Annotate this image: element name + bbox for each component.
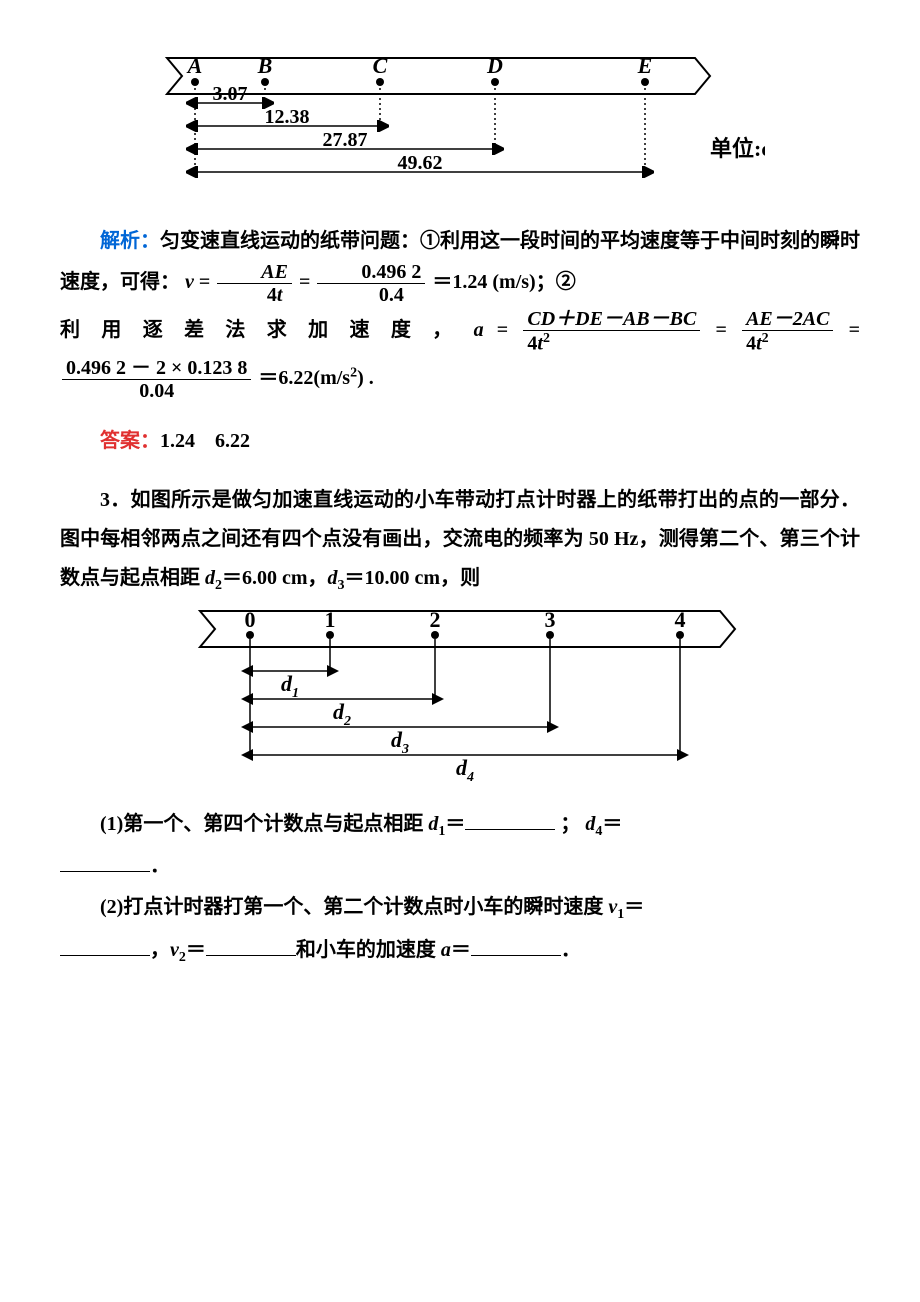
dim-AC: 12.38 [265, 106, 310, 128]
pt-D-label: D [486, 53, 503, 78]
pt-0-label: 0 [245, 607, 256, 632]
pt-E-label: E [637, 53, 653, 78]
dim-AE: 49.62 [398, 152, 443, 174]
analysis-prefix: 解析： [100, 230, 160, 252]
pt-3-label: 3 [545, 607, 556, 632]
blank-v1 [60, 935, 150, 956]
blank-a [471, 935, 561, 956]
pt-A-label: A [186, 53, 203, 78]
question-1-cont: ． [60, 847, 860, 886]
tape-diagram-2: 0 1 2 3 4 d1 d2 d3 d4 [180, 601, 740, 781]
dim-AB: 3.07 [213, 83, 248, 105]
dim-AD: 27.87 [323, 129, 368, 151]
pt-B-label: B [257, 53, 273, 78]
question-2-cont: ，v2＝和小车的加速度 a＝． [60, 931, 860, 971]
analysis-para-2: 利 用 逐 差 法 求 加 速 度 ， a = CD＋DE－AB－BC4t2 =… [60, 308, 860, 355]
svg-text:d4: d4 [456, 755, 474, 781]
pt-2-label: 2 [430, 607, 441, 632]
tape-diagram-1: A B C D E 3.07 12.38 27.87 49.62 单位:c [155, 48, 765, 198]
question-1: (1)第一个、第四个计数点与起点相距 d1＝ ； d4＝ [60, 805, 860, 845]
unit-label: 单位:cm [710, 136, 765, 161]
question-2: (2)打点计时器打第一个、第二个计数点时小车的瞬时速度 v1＝ [60, 888, 860, 928]
pt-C-label: C [373, 53, 388, 78]
analysis-para-3: 0.496 2 － 2 × 0.123 80.04 ＝6.22(m/s2) . [60, 357, 860, 402]
answer-prefix: 答案： [100, 430, 160, 452]
pt-4-label: 4 [675, 607, 686, 632]
pt-1-label: 1 [325, 607, 336, 632]
blank-d4 [60, 851, 150, 872]
blank-d1 [465, 809, 555, 830]
problem-3: 3．如图所示是做匀加速直线运动的小车带动打点计时器上的纸带打出的点的一部分．图中… [60, 481, 860, 599]
svg-text:d1: d1 [281, 671, 299, 701]
svg-text:d3: d3 [391, 727, 409, 757]
answer-line: 答案：1.24 6.22 [60, 422, 860, 461]
svg-text:d2: d2 [333, 699, 351, 729]
blank-v2 [206, 935, 296, 956]
analysis-para-1: 解析：匀变速直线运动的纸带问题：①利用这一段时间的平均速度等于中间时刻的瞬时速度… [60, 222, 860, 306]
